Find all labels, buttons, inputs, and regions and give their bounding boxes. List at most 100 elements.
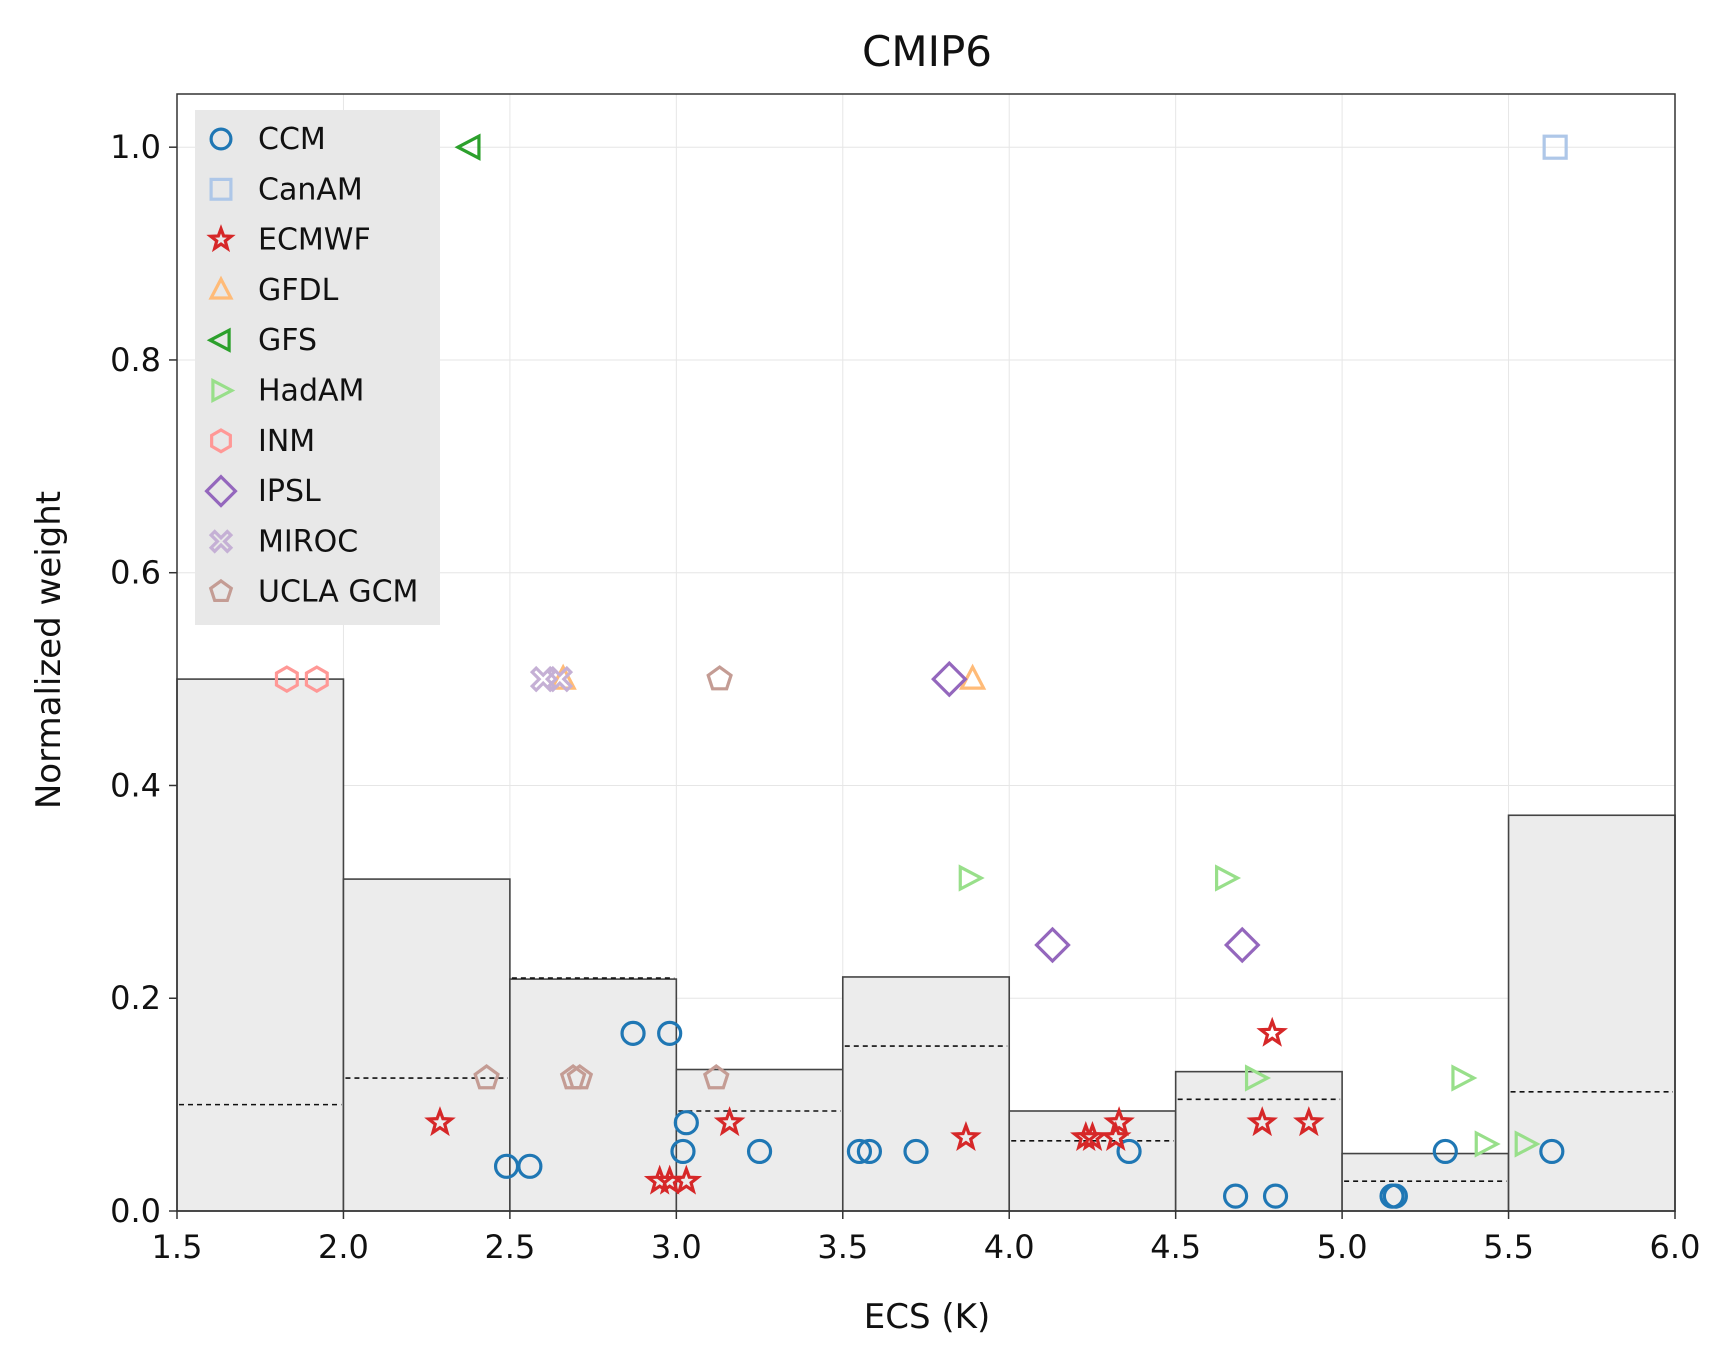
point-ccm (856, 1138, 883, 1165)
y-tick-label: 0.6 (110, 554, 161, 592)
point-canam (1542, 134, 1568, 160)
point-miroc (529, 665, 557, 693)
legend-item-miroc: MIROC (208, 524, 358, 559)
legend-label: MIROC (258, 524, 358, 559)
point-ccm (903, 1138, 929, 1165)
point-ipsl (1034, 926, 1071, 964)
legend: CCM CanAM ECMWF GFDL GFS HadAM INM IPSL MIROC UCL… (195, 110, 440, 625)
legend-label: INM (258, 424, 315, 459)
legend-label: CanAM (258, 172, 363, 207)
x-tick-label: 4.0 (984, 1228, 1035, 1266)
point-ecmwf (1246, 1106, 1279, 1137)
point-ccm (846, 1138, 873, 1165)
point-inm (274, 665, 299, 693)
point-inm (304, 665, 329, 693)
histogram-bar (1174, 1070, 1343, 1212)
legend-label: UCLA GCM (258, 575, 418, 610)
point-ccm (657, 1020, 683, 1046)
y-axis-ticks: 0.0 0.2 0.4 0.6 0.8 1.0 (110, 128, 177, 1230)
point-gfdl (958, 663, 987, 690)
point-ecmwf (670, 1164, 703, 1195)
point-ccm (673, 1110, 699, 1136)
legend-item-ecmwf: ECMWF (206, 223, 371, 258)
legend-item-gfs: GFS (206, 323, 317, 358)
x-axis-label: ECS (K) (864, 1297, 990, 1337)
legend-label: GFS (258, 323, 317, 358)
point-ccm (1382, 1183, 1408, 1209)
point-hadam (1214, 864, 1242, 892)
x-tick-label: 3.5 (817, 1228, 868, 1266)
chart-title: CMIP6 (862, 27, 992, 76)
point-ecmwf (1099, 1120, 1132, 1152)
y-tick-label: 0.0 (110, 1192, 161, 1230)
histogram-bar (342, 878, 511, 1212)
point-ccm (746, 1138, 773, 1165)
point-ipsl (1223, 926, 1261, 964)
point-hadam (1244, 1064, 1272, 1092)
point-ucla-gcm (706, 665, 733, 691)
point-ccm (1116, 1138, 1142, 1165)
legend-label: ECMWF (258, 223, 371, 258)
point-hadam (958, 864, 985, 892)
point-ucla-gcm (702, 1064, 730, 1090)
point-hadam (1451, 1064, 1478, 1092)
point-miroc (546, 665, 574, 693)
legend-item-ccm: CCM (209, 122, 326, 157)
scatter-points (274, 133, 1568, 1209)
point-ecmwf (713, 1106, 746, 1137)
point-ccm (620, 1020, 646, 1046)
legend-marker (209, 127, 233, 151)
point-ucla-gcm (473, 1064, 500, 1090)
x-tick-label: 2.5 (484, 1228, 535, 1266)
legend-marker (206, 327, 231, 353)
legend-label: GFDL (258, 273, 339, 308)
histogram-bar (1341, 1152, 1510, 1212)
legend-label: HadAM (258, 374, 364, 409)
legend-marker (208, 529, 234, 554)
legend-box (195, 110, 440, 625)
legend-marker (208, 578, 234, 603)
point-ecmwf (1256, 1016, 1288, 1047)
point-ucla-gcm (566, 1064, 594, 1090)
point-ecmwf (424, 1106, 456, 1137)
legend-marker (206, 224, 236, 253)
legend-item-gfdl: GFDL (208, 273, 339, 308)
legend-item-canam: CanAM (209, 172, 363, 207)
legend-marker (204, 474, 238, 508)
legend-item-ipsl: IPSL (204, 474, 321, 509)
y-tick-label: 1.0 (110, 128, 161, 166)
y-tick-label: 0.8 (110, 341, 161, 379)
legend-marker (208, 275, 234, 300)
point-ccm (1222, 1183, 1249, 1209)
point-ecmwf (1076, 1120, 1109, 1152)
histogram (176, 678, 1676, 1212)
x-tick-label: 4.5 (1150, 1228, 1201, 1266)
legend-marker (209, 177, 233, 201)
point-ipsl (931, 660, 968, 698)
point-ccm (517, 1153, 543, 1179)
y-tick-label: 0.4 (110, 766, 161, 804)
point-ecmwf (1103, 1106, 1135, 1137)
legend-label: CCM (258, 122, 326, 157)
point-ecmwf (950, 1120, 982, 1152)
legend-label: IPSL (258, 474, 321, 509)
y-tick-label: 0.2 (110, 979, 161, 1017)
x-tick-label: 2.0 (318, 1228, 369, 1266)
legend-marker (211, 377, 236, 404)
legend-item-inm: INM (210, 424, 315, 459)
histogram-bar (1507, 814, 1676, 1212)
legend-item-hadam: HadAM (211, 374, 364, 409)
x-tick-label: 5.5 (1483, 1228, 1534, 1266)
x-axis-ticks: 1.5 2.0 2.5 3.0 3.5 4.0 4.5 5.0 5.5 6.0 (152, 1211, 1700, 1266)
point-ecmwf (1293, 1106, 1325, 1137)
x-tick-label: 1.5 (152, 1228, 203, 1266)
x-tick-label: 3.0 (651, 1228, 702, 1266)
y-axis-label: Normalized weight (29, 491, 69, 809)
point-ccm (670, 1138, 696, 1165)
point-hadam (1474, 1130, 1501, 1158)
x-tick-label: 5.0 (1317, 1228, 1368, 1266)
legend-item-ucla-gcm: UCLA GCM (208, 575, 418, 610)
point-ccm (1432, 1138, 1458, 1165)
histogram-bar (841, 976, 1011, 1212)
